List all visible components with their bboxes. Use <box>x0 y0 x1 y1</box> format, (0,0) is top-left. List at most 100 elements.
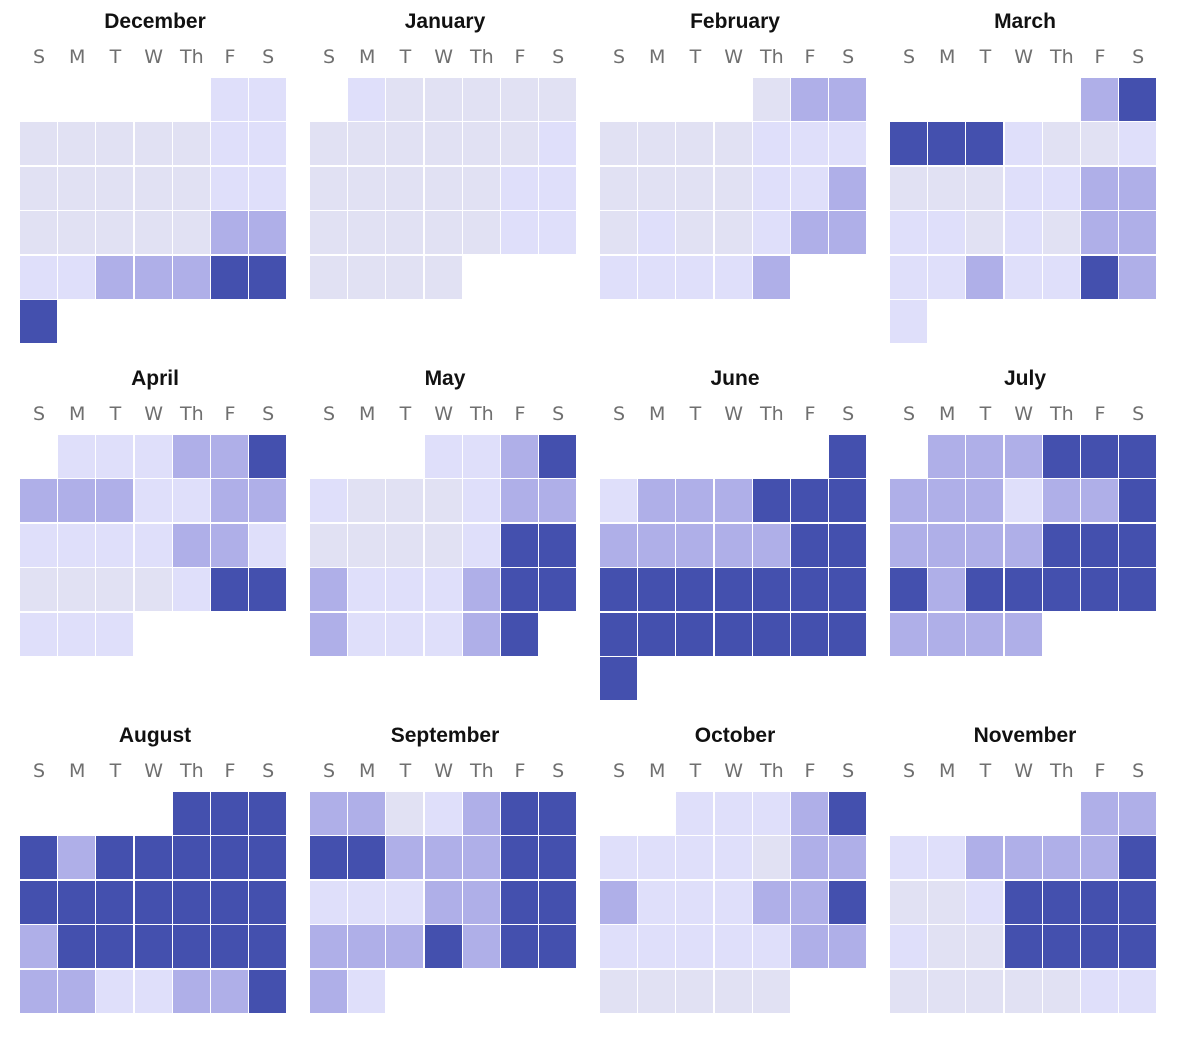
day-cell <box>1081 122 1118 166</box>
weekday-label: F <box>1094 760 1106 782</box>
weekday-label: S <box>842 760 855 782</box>
day-cell <box>791 211 828 255</box>
day-cell <box>96 166 134 210</box>
weekday-label: S <box>322 403 336 425</box>
day-cell <box>1119 836 1157 880</box>
day-cell <box>1004 166 1042 210</box>
day-cell <box>310 255 347 299</box>
day-cell <box>172 925 210 969</box>
day-cell <box>600 969 637 1013</box>
day-cell <box>310 612 347 656</box>
weekday-label: Th <box>759 403 784 425</box>
weekday-label: W <box>144 46 163 68</box>
day-cell <box>714 122 752 166</box>
day-cell <box>501 435 538 478</box>
day-cell <box>249 122 287 166</box>
day-cell <box>501 880 538 924</box>
day-cell <box>714 166 752 210</box>
day-cell <box>638 612 676 656</box>
day-cell <box>676 122 714 166</box>
weekday-label: S <box>902 403 916 425</box>
day-cell <box>638 523 676 567</box>
weekday-label: T <box>979 760 992 782</box>
day-cell <box>676 925 714 969</box>
day-cell <box>1119 211 1157 255</box>
weekday-label: M <box>648 403 666 425</box>
day-cell <box>386 479 424 523</box>
weekday-label: F <box>1094 403 1106 425</box>
day-cell <box>791 880 828 924</box>
day-cell <box>386 925 424 969</box>
day-cell <box>211 166 248 210</box>
weekday-label: S <box>262 760 275 782</box>
weekday-label: F <box>224 46 236 68</box>
day-cell <box>58 568 96 612</box>
day-cell <box>211 435 248 478</box>
day-cell <box>1081 255 1118 299</box>
day-cell <box>58 612 96 656</box>
day-cell <box>20 568 57 612</box>
day-cell <box>348 166 386 210</box>
day-cell <box>134 568 172 612</box>
day-cell <box>20 925 57 969</box>
day-cell <box>600 211 637 255</box>
day-cell <box>462 612 500 656</box>
weekday-label: Th <box>1049 46 1074 68</box>
day-cell <box>96 479 134 523</box>
day-cell <box>20 211 57 255</box>
month-title: November <box>973 724 1077 747</box>
day-cell <box>1081 969 1118 1013</box>
day-cell <box>1004 435 1042 478</box>
month-title: December <box>104 10 206 33</box>
month-title: September <box>390 724 500 747</box>
day-cell <box>462 435 500 478</box>
weekday-label: M <box>68 760 86 782</box>
weekday-label: W <box>1014 46 1033 68</box>
day-cell <box>539 792 577 835</box>
day-cell <box>96 255 134 299</box>
day-cell <box>462 211 500 255</box>
day-cell <box>134 211 172 255</box>
day-cell <box>1119 479 1157 523</box>
weekday-label: M <box>938 46 956 68</box>
day-cell <box>791 568 828 612</box>
day-cell <box>462 925 500 969</box>
day-cell <box>600 523 637 567</box>
day-cell <box>424 792 462 835</box>
day-cell <box>211 255 248 299</box>
day-cell <box>20 300 57 343</box>
day-cell <box>676 211 714 255</box>
day-cell <box>890 969 927 1013</box>
weekday-label: Th <box>469 403 494 425</box>
day-cell <box>134 122 172 166</box>
day-cell <box>714 925 752 969</box>
day-cell <box>752 255 790 299</box>
day-cell <box>249 925 287 969</box>
weekday-label: T <box>689 760 702 782</box>
day-cell <box>1081 568 1118 612</box>
weekday-label: W <box>144 403 163 425</box>
day-cell <box>424 925 462 969</box>
day-cell <box>676 836 714 880</box>
day-cell <box>134 925 172 969</box>
day-cell <box>386 211 424 255</box>
day-cell <box>714 479 752 523</box>
day-cell <box>600 255 637 299</box>
weekday-label: S <box>32 403 46 425</box>
day-cell <box>966 969 1004 1013</box>
day-cell <box>539 880 577 924</box>
day-cell <box>752 836 790 880</box>
day-cell <box>966 523 1004 567</box>
day-cell <box>20 523 57 567</box>
weekday-label: S <box>552 760 565 782</box>
day-cell <box>386 78 424 121</box>
weekday-label: M <box>938 403 956 425</box>
day-cell <box>20 612 57 656</box>
weekday-label: T <box>399 760 412 782</box>
day-cell <box>829 479 867 523</box>
weekday-label: F <box>224 403 236 425</box>
day-cell <box>20 479 57 523</box>
day-cell <box>96 122 134 166</box>
day-cell <box>1004 568 1042 612</box>
weekday-label: F <box>514 403 526 425</box>
